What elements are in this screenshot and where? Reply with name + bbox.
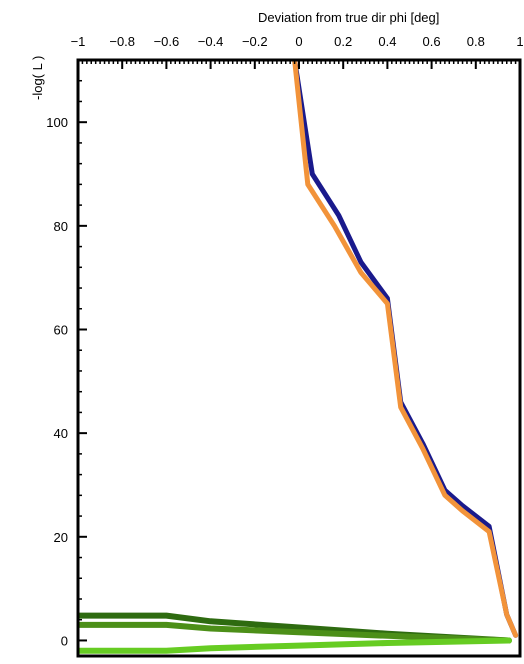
tick-label-layer: −1 −0.8 −0.6 −0.4 −0.2 0 0.2 0.4 0.6 0.8 1 0 20 40 60 8… xyxy=(46,34,523,648)
x-tick-label: −1 xyxy=(71,34,86,49)
series-line-5 xyxy=(78,637,512,654)
x-tick-label: −0.6 xyxy=(154,34,180,49)
x-tick-label: −0.4 xyxy=(198,34,224,49)
series-layer xyxy=(78,60,519,654)
y-axis-title: -log( L ) xyxy=(30,56,45,100)
y-tick-label: 20 xyxy=(54,530,68,545)
x-tick-label: 0.4 xyxy=(378,34,396,49)
series-line-2 xyxy=(292,60,519,638)
series-line-4 xyxy=(78,621,512,644)
x-tick-label: −0.8 xyxy=(109,34,135,49)
x-tick-label: 1 xyxy=(516,34,523,49)
x-tick-label: 0.6 xyxy=(423,34,441,49)
plot-border xyxy=(76,58,522,658)
y-tick-label: 0 xyxy=(61,633,68,648)
x-axis-title: Deviation from true dir phi [deg] xyxy=(258,10,439,25)
x-tick-label: 0 xyxy=(295,34,302,49)
x-tick-label: 0.2 xyxy=(334,34,352,49)
y-tick-label: 40 xyxy=(54,426,68,441)
y-tick-label: 100 xyxy=(46,115,68,130)
y-tick-label: 80 xyxy=(54,219,68,234)
y-tick-label: 60 xyxy=(54,322,68,337)
x-tick-label: −0.2 xyxy=(242,34,268,49)
x-tick-label: 0.8 xyxy=(467,34,485,49)
plot-frame xyxy=(76,58,522,658)
